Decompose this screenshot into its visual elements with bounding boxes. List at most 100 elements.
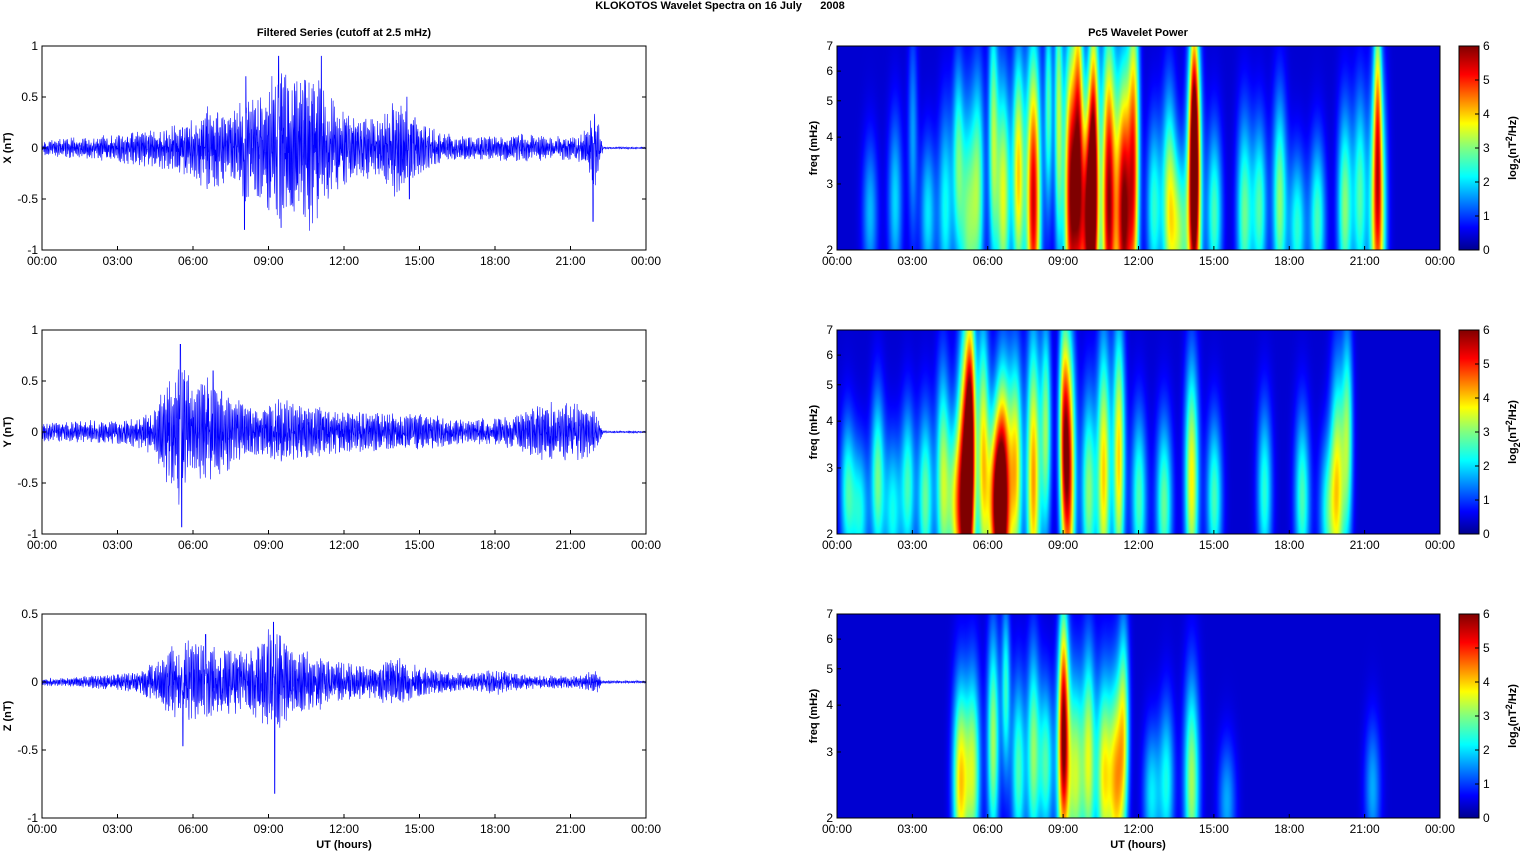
wv-xtick-label: 06:00	[973, 254, 1003, 268]
ytick-label: 0.5	[21, 90, 38, 104]
colorbar-tick-label: 5	[1483, 357, 1490, 371]
freq-tick-label: 4	[826, 414, 833, 428]
x-wavelet-image	[837, 46, 1440, 250]
plot-area	[42, 614, 646, 818]
colorbar-tick-label: 3	[1483, 141, 1490, 155]
freq-tick-label: 3	[826, 461, 833, 475]
freq-tick-label: 3	[826, 745, 833, 759]
freq-tick-label: 4	[826, 698, 833, 712]
freq-ylabel: freq (mHz)	[808, 404, 820, 459]
freq-tick-label: 2	[826, 243, 833, 257]
colorbar-tick-label: 1	[1483, 777, 1490, 791]
ts-xtick-label: 00:00	[27, 254, 57, 268]
ytick-label: 1	[31, 39, 38, 53]
colorbar-tick-label: 6	[1483, 607, 1490, 621]
freq-tick-label: 2	[826, 811, 833, 825]
z-wavelet-image	[837, 614, 1440, 818]
right-xlabel: UT (hours)	[1110, 839, 1166, 851]
y-component-panel: 10.50-0.5-100:00 03:00 06:00 09:00 12:00 15:0…	[2, 323, 661, 552]
wv-xtick-label: 06:00	[973, 538, 1003, 552]
ytick-label: 0.5	[21, 374, 38, 388]
freq-tick-label: 2	[826, 527, 833, 541]
ts-xtick-label: 03:00	[102, 538, 132, 552]
ts-xtick-label: 18:00	[480, 822, 510, 836]
wv-xtick-label: 00:00	[822, 538, 852, 552]
ytick-label: -0.5	[17, 192, 38, 206]
freq-tick-label: 6	[826, 64, 833, 78]
ts-xtick-label: 12:00	[329, 254, 359, 268]
colorbar-tick-label: 5	[1483, 73, 1490, 87]
colorbar-tick-label: 1	[1483, 209, 1490, 223]
ts-xtick-label: 09:00	[253, 822, 283, 836]
ytick-label: -1	[27, 243, 38, 257]
ytick-label: 0	[31, 675, 38, 689]
freq-tick-label: 5	[826, 378, 833, 392]
freq-tick-label: 5	[826, 94, 833, 108]
wv-xtick-label: 09:00	[1048, 822, 1078, 836]
figure-title: KLOKOTOS Wavelet Spectra on 16 July 2008	[595, 0, 844, 12]
ts-xtick-label: 21:00	[555, 538, 585, 552]
wavelet-canvas	[837, 46, 1440, 250]
freq-tick-label: 4	[826, 130, 833, 144]
ts-xtick-label: 00:00	[27, 538, 57, 552]
ytick-label: -1	[27, 527, 38, 541]
colorbar-tick-label: 0	[1483, 527, 1490, 541]
colorbar-tick-label: 4	[1483, 107, 1490, 121]
ylabel: X (nT)	[2, 132, 14, 163]
colorbar-tick-label: 1	[1483, 493, 1490, 507]
wv-xtick-label: 21:00	[1350, 254, 1380, 268]
ts-xtick-label: 15:00	[404, 822, 434, 836]
colorbar-label: log2(nT2/Hz)	[1504, 400, 1522, 464]
ylabel: Y (nT)	[2, 416, 14, 447]
wv-xtick-label: 00:00	[1425, 254, 1455, 268]
ts-xtick-label: 15:00	[404, 254, 434, 268]
colorbar-tick-label: 4	[1483, 391, 1490, 405]
left-column-title: Filtered Series (cutoff at 2.5 mHz)	[257, 27, 432, 39]
ts-xtick-label: 00:00	[631, 538, 661, 552]
colorbar-tick-label: 4	[1483, 675, 1490, 689]
ts-xtick-label: 03:00	[102, 822, 132, 836]
wv-xtick-label: 15:00	[1199, 254, 1229, 268]
wv-xtick-label: 12:00	[1123, 538, 1153, 552]
ytick-label: -0.5	[17, 476, 38, 490]
ts-xtick-label: 06:00	[178, 254, 208, 268]
wv-xtick-label: 18:00	[1274, 822, 1304, 836]
wv-xtick-label: 00:00	[1425, 822, 1455, 836]
wv-xtick-label: 21:00	[1350, 822, 1380, 836]
ts-xtick-label: 21:00	[555, 254, 585, 268]
colorbar-tick-label: 6	[1483, 323, 1490, 337]
wv-xtick-label: 12:00	[1123, 822, 1153, 836]
ts-xtick-label: 03:00	[102, 254, 132, 268]
freq-tick-label: 6	[826, 632, 833, 646]
wavelet-canvas	[837, 614, 1440, 818]
wv-xtick-label: 03:00	[897, 538, 927, 552]
ytick-label: -1	[27, 811, 38, 825]
wv-xtick-label: 12:00	[1123, 254, 1153, 268]
z-wavelet-panel: 2 3 4 5 6 7 00:00 03:00 06:00 09:00 12:00 15:00 18:0…	[808, 607, 1522, 836]
ytick-label: 0	[31, 425, 38, 439]
ts-xtick-label: 12:00	[329, 538, 359, 552]
y-wavelet-image	[837, 330, 1440, 534]
series-line	[41, 55, 647, 231]
freq-tick-label: 3	[826, 177, 833, 191]
y-wavelet-panel: 2 3 4 5 6 7 00:00 03:00 06:00 09:00 12:00 15:00 18:0…	[808, 323, 1522, 552]
freq-tick-label: 7	[826, 607, 833, 621]
wv-xtick-label: 00:00	[822, 254, 852, 268]
ts-xtick-label: 09:00	[253, 538, 283, 552]
freq-tick-label: 6	[826, 348, 833, 362]
colorbar-tick-label: 3	[1483, 709, 1490, 723]
colorbar-tick-label: 2	[1483, 175, 1490, 189]
wv-xtick-label: 00:00	[822, 822, 852, 836]
ts-xtick-label: 15:00	[404, 538, 434, 552]
ts-xtick-label: 18:00	[480, 538, 510, 552]
freq-ylabel: freq (mHz)	[808, 688, 820, 743]
ts-xtick-label: 06:00	[178, 538, 208, 552]
colorbar-tick-label: 6	[1483, 39, 1490, 53]
wv-xtick-label: 00:00	[1425, 538, 1455, 552]
ytick-label: -0.5	[17, 743, 38, 757]
ts-xtick-label: 06:00	[178, 822, 208, 836]
wv-xtick-label: 18:00	[1274, 254, 1304, 268]
wv-xtick-label: 15:00	[1199, 822, 1229, 836]
wv-xtick-label: 21:00	[1350, 538, 1380, 552]
